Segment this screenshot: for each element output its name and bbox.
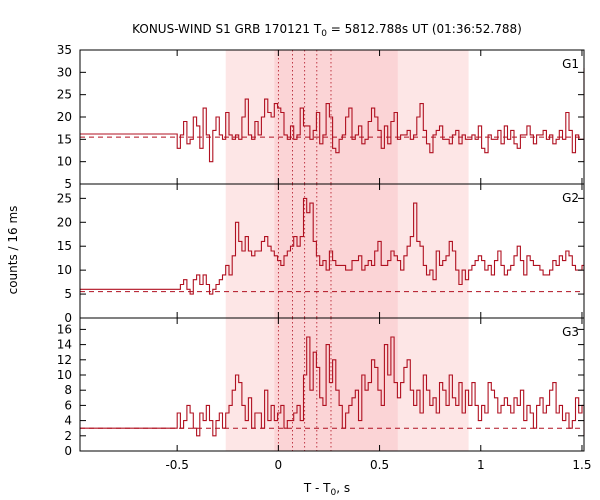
y-tick-label: 0 (64, 311, 72, 325)
y-tick-label: 6 (64, 398, 72, 412)
y-tick-label: 25 (57, 191, 72, 205)
chart-title-sub: 0 (321, 29, 327, 39)
y-tick-label: 5 (64, 287, 72, 301)
panel-label: G2 (562, 191, 579, 205)
y-tick-label: 8 (64, 383, 72, 397)
panel-label: G1 (562, 57, 579, 71)
x-axis-label-sub: 0 (331, 488, 337, 498)
x-tick-label: 0.5 (370, 458, 389, 472)
y-tick-label: 10 (57, 155, 72, 169)
y-tick-label: 4 (64, 414, 72, 428)
y-tick-label: 12 (57, 353, 72, 367)
y-tick-label: 15 (57, 132, 72, 146)
panel-frame (79, 317, 585, 452)
chart-title: KONUS-WIND S1 GRB 170121 T0 = 5812.788s … (132, 22, 522, 39)
chart-title-prefix: KONUS-WIND S1 GRB 170121 T (132, 22, 322, 36)
y-tick-label: 20 (57, 215, 72, 229)
y-tick-label: 0 (64, 444, 72, 458)
panel-label: G3 (562, 325, 579, 339)
y-tick-label: 30 (57, 65, 72, 79)
y-tick-label: 5 (64, 177, 72, 191)
y-axis-label: counts / 16 ms (6, 206, 20, 295)
y-tick-label: 15 (57, 239, 72, 253)
panel-g2: 0 5 10 15 20 25 G2 (57, 183, 585, 325)
x-tick-labels: -0.5 0 0.5 1 1.5 (165, 458, 591, 472)
y-tick-label: 10 (57, 368, 72, 382)
y-tick-label: 2 (64, 429, 72, 443)
x-axis-label-prefix: T - T (303, 481, 331, 495)
y-tick-label: 25 (57, 88, 72, 102)
y-tick-label: 16 (57, 322, 72, 336)
x-tick-label: 1 (477, 458, 485, 472)
x-tick-label: -0.5 (165, 458, 188, 472)
chart-title-suffix: = 5812.788s UT (01:36:52.788) (327, 22, 522, 36)
y-tick-label: 20 (57, 110, 72, 124)
y-tick-label: 10 (57, 263, 72, 277)
y-tick-label: 35 (57, 43, 72, 57)
x-axis-label-suffix: , s (336, 481, 350, 495)
x-axis-label: T - T0, s (303, 481, 350, 498)
panel-g1: 5 10 15 20 25 30 35 G1 (57, 43, 585, 191)
y-tick-label: 14 (57, 338, 72, 352)
x-tick-label: 1.5 (572, 458, 591, 472)
x-tick-label: 0 (275, 458, 283, 472)
